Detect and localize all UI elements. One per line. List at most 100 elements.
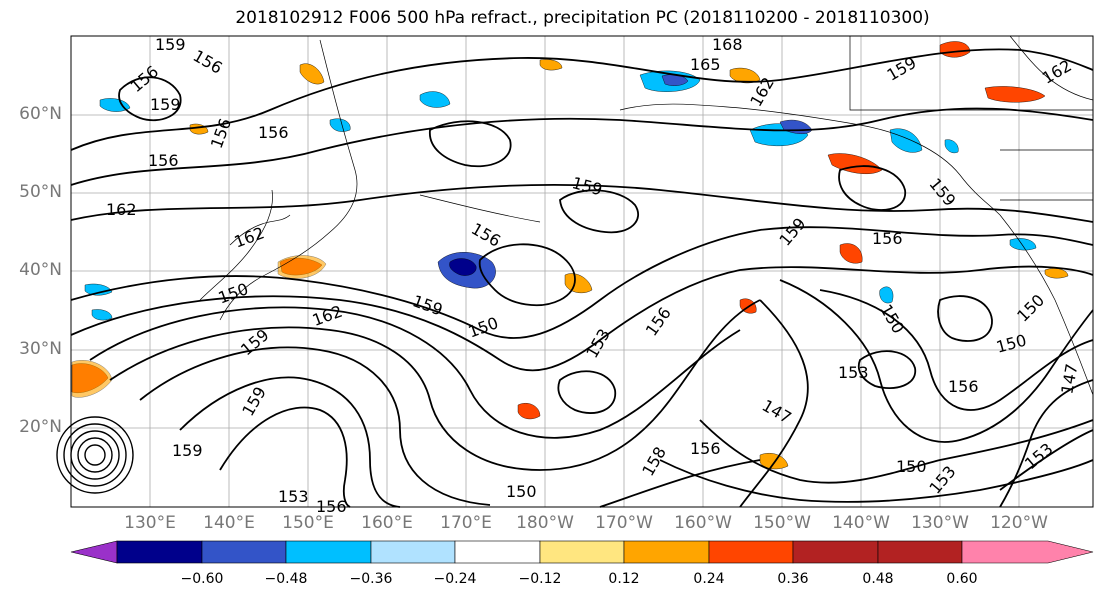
- precip-patch: [329, 118, 351, 132]
- lon-label: 140°E: [203, 513, 255, 533]
- contour-label: 153: [1021, 439, 1057, 473]
- precip-patch: [189, 123, 209, 135]
- contour-label: 153: [582, 325, 614, 361]
- colorbar-segment: [285, 540, 372, 564]
- precip-patch: [827, 153, 883, 174]
- colorbar-segment: [877, 540, 963, 564]
- colorbar-tick-label: −0.60: [180, 571, 224, 587]
- contour-label: 162: [106, 200, 137, 219]
- contour-label: 153: [838, 363, 869, 382]
- precip-patch: [99, 98, 131, 112]
- precip-patch: [944, 139, 959, 154]
- contour-label: 159: [150, 95, 181, 114]
- lon-label: 120°W: [990, 513, 1048, 533]
- contour-label: 150: [994, 331, 1028, 357]
- colorbar-tick-label: 0.60: [946, 571, 978, 587]
- refractivity-contours: [70, 48, 1094, 508]
- precip-patch: [449, 258, 477, 276]
- lon-label: 150°W: [753, 513, 811, 533]
- colorbar-segment: [370, 540, 456, 564]
- lon-label: 140°W: [832, 513, 890, 533]
- precip-patch: [889, 128, 923, 153]
- contour-label: 156: [148, 151, 179, 170]
- colorbar-segment: [116, 540, 203, 564]
- colorbar-tick-label: 0.48: [862, 571, 894, 587]
- colorbar-tick-label: −0.24: [433, 571, 477, 587]
- precip-patch: [84, 283, 113, 296]
- precip-patch: [539, 59, 563, 71]
- precip-patch: [984, 86, 1046, 103]
- contour-label: 158: [638, 443, 670, 479]
- colorbar-segment: [539, 540, 625, 564]
- lat-label: 30°N: [19, 339, 62, 359]
- colorbar-segment: [792, 540, 879, 564]
- contour-label: 159: [172, 441, 203, 460]
- contour-label: 156: [690, 439, 721, 458]
- colorbar: [70, 540, 1094, 564]
- contour-label: 147: [759, 396, 795, 428]
- precip-shading: [71, 41, 1069, 470]
- gridlines: [71, 36, 1093, 507]
- contour-label: 156: [948, 377, 979, 396]
- contour-label: 159: [570, 173, 604, 199]
- colorbar-extend-low: [70, 540, 118, 564]
- lon-label: 160°W: [674, 513, 732, 533]
- contour-label: 156: [207, 116, 235, 151]
- contour-label: 162: [310, 302, 345, 330]
- contour-label: 150: [466, 313, 501, 341]
- contour-label: 156: [872, 229, 903, 248]
- precip-patch: [759, 453, 789, 470]
- lon-label: 160°E: [361, 513, 413, 533]
- plot-frame: [70, 35, 1094, 508]
- lon-label: 130°E: [124, 513, 176, 533]
- contour-label: 156: [316, 497, 347, 516]
- lon-label: 130°W: [911, 513, 969, 533]
- contour-label: 147: [1057, 362, 1081, 395]
- lon-label: 150°E: [282, 513, 334, 533]
- contour-label: 159: [238, 383, 270, 419]
- lat-label: 20°N: [19, 417, 62, 437]
- colorbar-segment: [454, 540, 541, 564]
- contour-label: 159: [775, 214, 809, 250]
- contour-label: 150: [506, 482, 537, 501]
- precip-patch: [564, 273, 593, 294]
- contour-label: 150: [216, 279, 251, 307]
- lon-label: 170°W: [595, 513, 653, 533]
- contour-label: 153: [278, 487, 309, 506]
- precip-patch: [1044, 268, 1069, 279]
- precip-patch: [839, 243, 863, 264]
- lon-label: 180°W: [516, 513, 574, 533]
- colorbar-tick-label: −0.48: [264, 571, 308, 587]
- contour-label: 159: [410, 291, 445, 319]
- contour-label: 156: [190, 46, 226, 78]
- contour-label: 153: [925, 462, 959, 498]
- contour-label: 162: [232, 223, 267, 251]
- precip-patch: [1009, 238, 1037, 251]
- precip-patch: [419, 91, 451, 108]
- precip-patch: [277, 255, 327, 279]
- figure-title: 2018102912 F006 500 hPa refract., precip…: [235, 8, 930, 28]
- lat-label: 60°N: [19, 104, 62, 124]
- colorbar-segment: [623, 540, 710, 564]
- contour-label: 165: [690, 55, 721, 74]
- colorbar-tick-label: 0.24: [693, 571, 725, 587]
- lat-label: 50°N: [19, 182, 62, 202]
- lon-label: 170°E: [440, 513, 492, 533]
- colorbar-tick-label: 0.12: [608, 571, 640, 587]
- colorbar-segment: [708, 540, 794, 564]
- contour-label: 159: [925, 174, 959, 210]
- contour-label: 156: [127, 62, 163, 96]
- contour-label: 150: [896, 457, 927, 476]
- colorbar-tick-label: 0.36: [777, 571, 809, 587]
- contour-label: 150: [1013, 291, 1048, 326]
- precip-patch: [91, 309, 113, 321]
- colorbar-tick-label: −0.36: [349, 571, 393, 587]
- colorbar-extend-high: [961, 540, 1094, 564]
- contour-label: 150: [876, 301, 908, 337]
- coastlines: [199, 35, 1094, 396]
- colorbar-segment: [201, 540, 287, 564]
- colorbar-tick-label: −0.12: [518, 571, 562, 587]
- precip-patch: [939, 41, 971, 58]
- precip-patch: [729, 67, 761, 84]
